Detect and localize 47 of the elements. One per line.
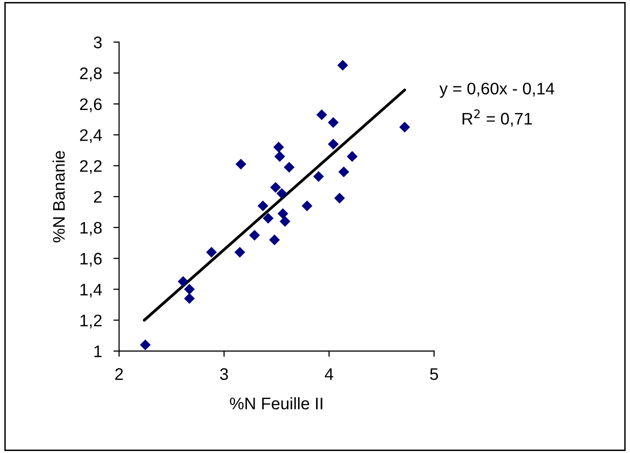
- point: [140, 340, 151, 350]
- point: [277, 208, 288, 219]
- y-tick-label: 2,2: [80, 160, 102, 174]
- y-tick-label: 1,8: [80, 222, 102, 236]
- point: [334, 192, 345, 204]
- point: [313, 171, 324, 182]
- point: [184, 284, 195, 295]
- point: [328, 138, 339, 150]
- point: [273, 142, 284, 153]
- point: [235, 158, 246, 170]
- point: [184, 293, 195, 304]
- y-tick-label: 1,6: [80, 252, 102, 267]
- point: [399, 122, 410, 132]
- point: [276, 188, 288, 199]
- point: [274, 151, 286, 162]
- point: [346, 151, 358, 162]
- point: [249, 230, 260, 241]
- point: [269, 234, 280, 246]
- y-tick-label: 1: [94, 346, 102, 358]
- point: [316, 109, 328, 120]
- point: [328, 117, 339, 128]
- point: [258, 200, 268, 212]
- y-tick-label: 2,8: [80, 67, 102, 82]
- y-tick-label: 2: [94, 191, 102, 203]
- y-tick-label: 1,4: [80, 284, 102, 298]
- x-tick-label: 5: [430, 368, 438, 380]
- point: [178, 276, 188, 287]
- y-tick-label: 1,2: [80, 314, 102, 328]
- text: R$^{2}$ = 0,71: [462, 109, 532, 127]
- x-tick-label: 3: [220, 368, 228, 380]
- point: [284, 162, 295, 173]
- point: [338, 166, 350, 178]
- point: [262, 212, 274, 224]
- y-tick-label: 3: [94, 36, 102, 48]
- x-tick-label: 2: [115, 368, 123, 380]
- y-tick-label: 2,4: [80, 129, 102, 143]
- x-tick-label: 4: [324, 368, 334, 380]
- y-tick-label: 2,6: [80, 98, 102, 112]
- point: [302, 200, 312, 212]
- point: [280, 216, 290, 227]
- point: [234, 246, 246, 258]
- point: [270, 182, 281, 193]
- point: [206, 246, 217, 258]
- x-axis-title: %N Feuille II: [230, 397, 322, 410]
- point: [337, 60, 348, 71]
- y-axis-title: %N Bananie: [52, 151, 65, 242]
- text: y = 0,60x - 0,14: [439, 82, 554, 98]
